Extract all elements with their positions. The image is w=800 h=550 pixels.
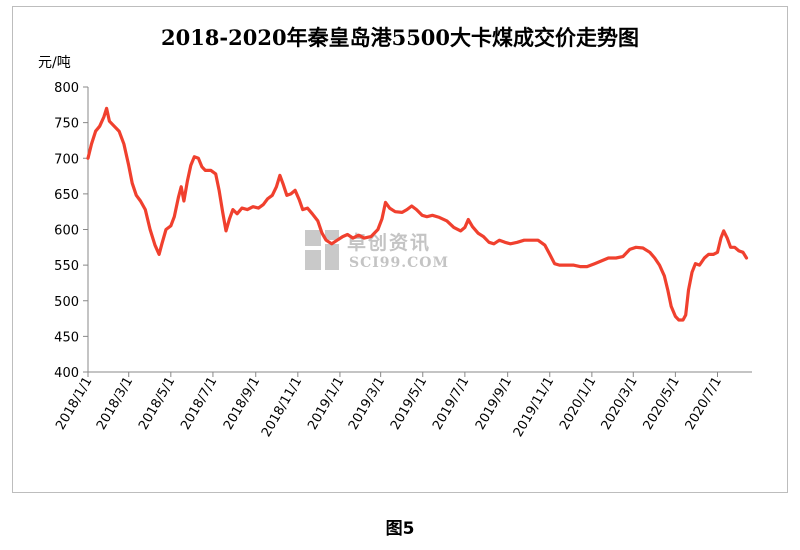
y-tick-label: 500 <box>54 295 79 310</box>
x-tick-label: 2019/5/1 <box>388 375 430 433</box>
y-tick-label: 700 <box>54 152 79 167</box>
x-tick-label: 2020/7/1 <box>683 375 725 433</box>
chart-title: 2018-2020年秦皇岛港5500大卡煤成交价走势图 <box>160 25 640 50</box>
y-axis-unit-label: 元/吨 <box>38 55 71 71</box>
y-tick-label: 800 <box>54 81 79 96</box>
x-tick-label: 2018/3/1 <box>94 375 136 433</box>
watermark-en: SCI99.COM <box>349 255 449 271</box>
x-tick-label: 2020/1/1 <box>557 375 599 433</box>
x-tick-label: 2019/9/1 <box>473 375 515 433</box>
y-tick-label: 550 <box>54 259 79 274</box>
y-tick-label: 400 <box>54 366 79 381</box>
x-tick-label: 2018/7/1 <box>178 375 220 433</box>
series-line <box>86 106 749 322</box>
x-tick-label: 2020/3/1 <box>599 375 641 433</box>
x-tick-label: 2018/9/1 <box>221 375 263 433</box>
x-tick-label: 2020/5/1 <box>641 375 683 433</box>
y-tick-label: 600 <box>54 224 79 239</box>
x-tick-label: 2018/11/1 <box>259 375 305 440</box>
x-tick-label: 2019/3/1 <box>346 375 388 433</box>
y-tick-label: 450 <box>54 330 79 345</box>
x-tick-label: 2019/7/1 <box>430 375 472 433</box>
y-tick-label: 750 <box>54 117 79 132</box>
figure-caption: 图5 <box>385 519 415 539</box>
x-tick-label: 2019/11/1 <box>511 375 557 440</box>
chart-frame <box>12 6 788 493</box>
y-tick-label: 650 <box>54 188 79 203</box>
x-tick-label: 2018/5/1 <box>136 375 178 433</box>
x-tick-label: 2018/1/1 <box>53 375 95 433</box>
x-tick-label: 2019/1/1 <box>305 375 347 433</box>
